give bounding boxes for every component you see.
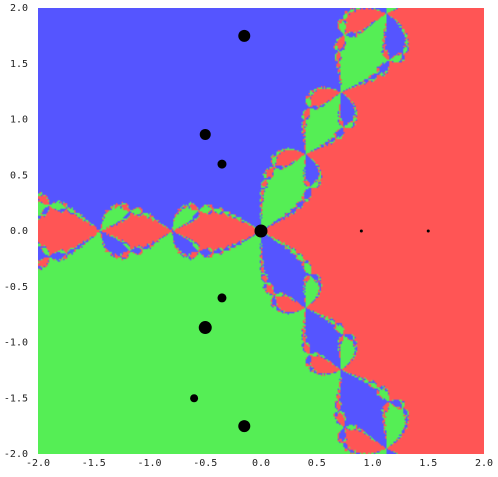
cyan-point <box>190 394 199 403</box>
y-tick-label: -2.0 <box>4 449 28 460</box>
cyan-point <box>254 224 268 238</box>
x-tick-label: -2.0 <box>26 458 50 469</box>
x-tick-label: -0.5 <box>193 458 217 469</box>
x-tick-label: 1.0 <box>363 458 381 469</box>
cyan-point <box>217 159 227 169</box>
y-tick-label: -0.5 <box>4 282 28 293</box>
y-tick-label: -1.5 <box>4 393 28 404</box>
y-axis-ticks: 2.0 1.5 1.0 0.5 0.0 -0.5 -1.0 -1.5 -2.0 <box>4 3 28 460</box>
y-tick-label: 1.0 <box>10 115 28 126</box>
cyan-point <box>359 229 363 233</box>
cyan-point <box>426 229 430 233</box>
x-tick-label: 2.0 <box>475 458 493 469</box>
y-tick-label: -1.0 <box>4 338 28 349</box>
cyan-point <box>238 420 251 433</box>
y-tick-label: 0.5 <box>10 170 28 181</box>
plot-area <box>38 8 484 454</box>
x-tick-label: 0.5 <box>308 458 326 469</box>
x-tick-label: 1.5 <box>419 458 437 469</box>
x-tick-label: 0.0 <box>252 458 270 469</box>
cyan-point <box>238 29 251 42</box>
cyan-point <box>217 293 227 303</box>
cyan-point <box>199 128 211 140</box>
x-axis-ticks: -2.0 -1.5 -1.0 -0.5 0.0 0.5 1.0 1.5 2.0 <box>26 458 493 469</box>
x-tick-label: -1.5 <box>82 458 106 469</box>
x-tick-label: -1.0 <box>137 458 161 469</box>
y-tick-label: 0.0 <box>10 226 28 237</box>
cyan-point <box>198 321 212 335</box>
y-tick-label: 1.5 <box>10 59 28 70</box>
y-tick-label: 2.0 <box>10 3 28 14</box>
